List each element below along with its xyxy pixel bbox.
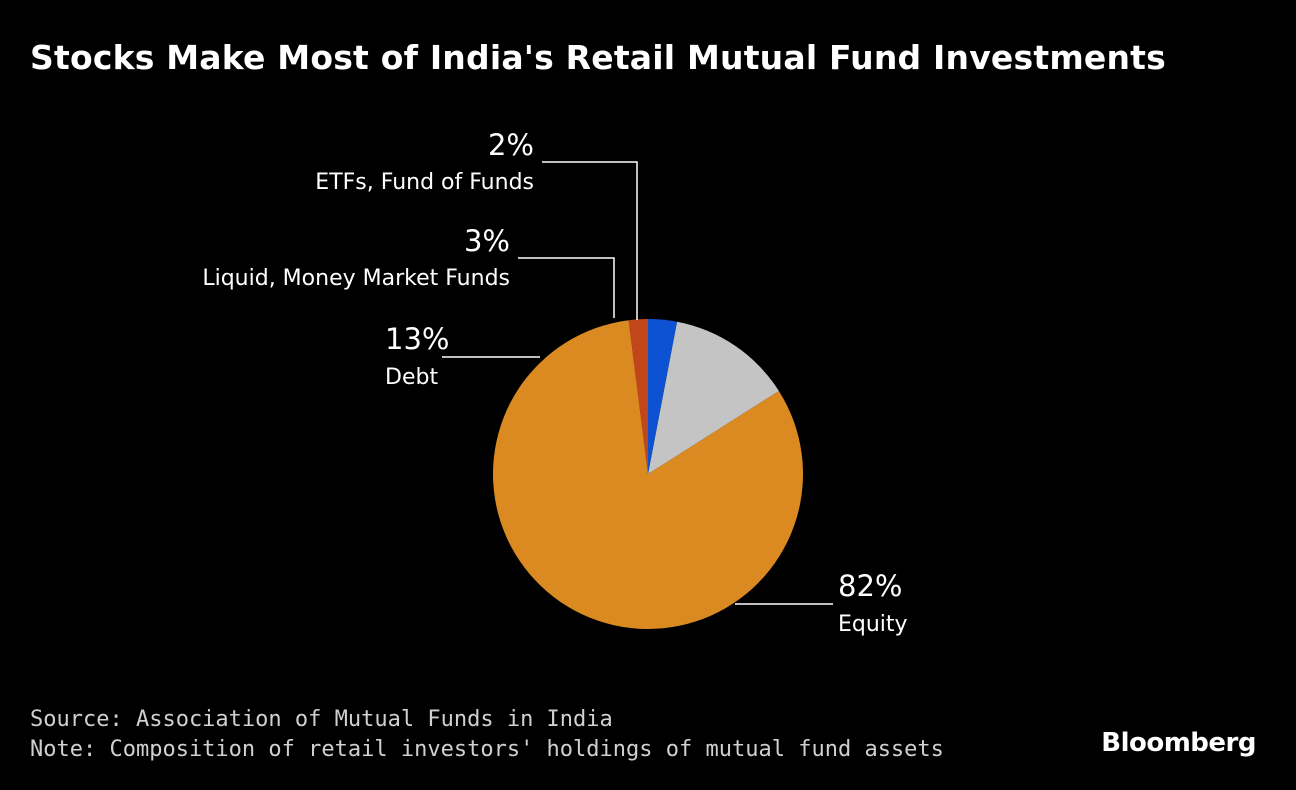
pie-slice-liquid-money-market-funds	[648, 319, 678, 474]
chart-note: Note: Composition of retail investors' h…	[30, 737, 944, 762]
pie-slice-etfs-fund-of-funds	[628, 319, 648, 474]
slice-value-label: 82%	[838, 569, 902, 603]
slice-category-label: ETFs, Fund of Funds	[315, 170, 534, 195]
leader-line	[518, 257, 615, 318]
chart-title: Stocks Make Most of India's Retail Mutua…	[30, 38, 1167, 77]
slice-category-label: Equity	[838, 612, 908, 637]
pie-slice-debt	[648, 321, 779, 474]
slice-category-label: Liquid, Money Market Funds	[202, 266, 510, 291]
slice-value-label: 3%	[464, 224, 510, 258]
source-note: Source: Association of Mutual Funds in I…	[30, 707, 613, 732]
slice-value-label: 13%	[385, 322, 449, 356]
slice-value-label: 2%	[488, 128, 534, 162]
slice-category-label: Debt	[385, 365, 438, 390]
leader-line	[542, 161, 638, 320]
chart-footer: Source: Association of Mutual Funds in I…	[30, 705, 944, 765]
bloomberg-logo: Bloomberg	[1101, 728, 1256, 758]
pie-slice-equity	[493, 320, 803, 629]
